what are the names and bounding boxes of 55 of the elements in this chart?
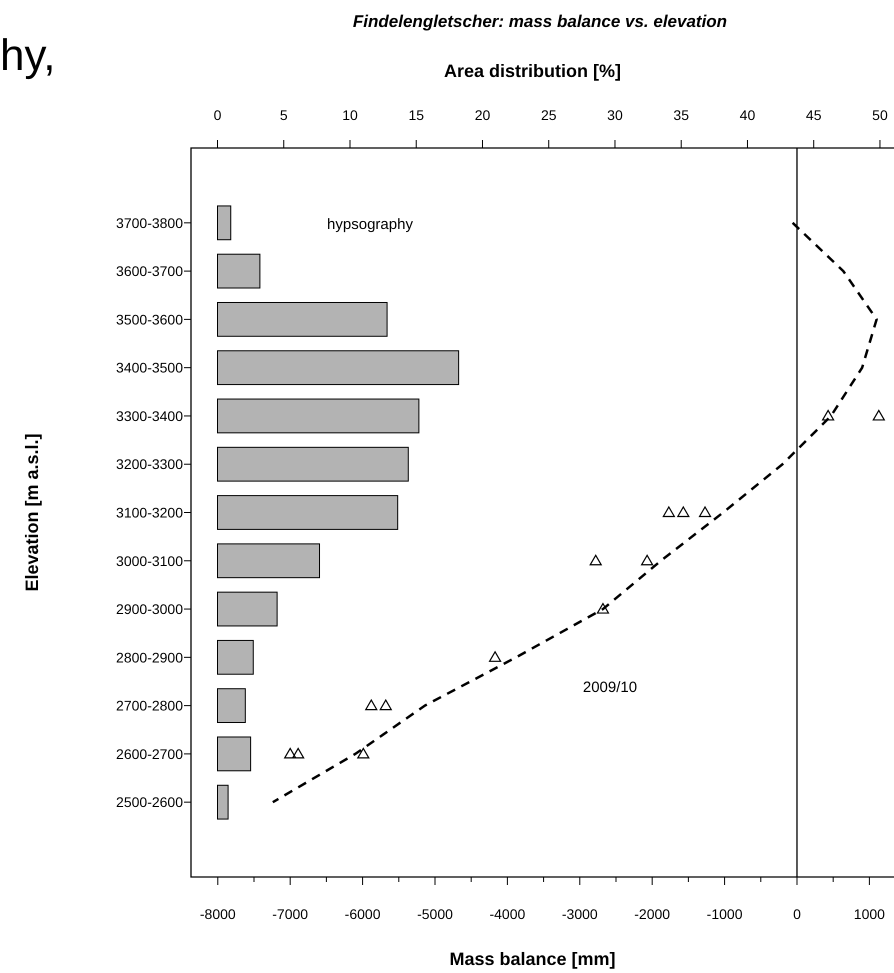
x2-tick-label: 25 bbox=[540, 107, 557, 123]
x-tick-label: -2000 bbox=[634, 906, 670, 922]
x2-tick-label: 5 bbox=[280, 107, 288, 123]
annotation: 2009/10 bbox=[582, 679, 638, 696]
point bbox=[698, 506, 712, 518]
y-tick-label: 3500-3600 bbox=[116, 311, 184, 328]
x2-tick-label: 20 bbox=[474, 107, 490, 123]
y-tick-label: 3200-3300 bbox=[116, 456, 184, 472]
x-tick-label: 1000 bbox=[854, 906, 886, 922]
y-tick-label: 2700-2800 bbox=[116, 698, 184, 714]
y-axis-title: Elevation [m a.s.l.] bbox=[22, 433, 42, 592]
x-tick-label: -4000 bbox=[489, 906, 526, 922]
x-tick-label: -5000 bbox=[417, 906, 454, 922]
x2-tick-label: 40 bbox=[740, 107, 756, 123]
y-tick-label: 2600-2700 bbox=[116, 746, 184, 762]
x-tick-label: 0 bbox=[793, 906, 802, 922]
point bbox=[284, 748, 296, 758]
y-tick-label: 2800-2900 bbox=[116, 649, 184, 666]
y-tick-label: 2500-2600 bbox=[116, 794, 184, 810]
point bbox=[872, 410, 885, 421]
x2-axis-title: Area distribution [%] bbox=[444, 61, 622, 81]
point bbox=[357, 748, 370, 758]
point bbox=[662, 506, 675, 518]
x-tick-label: -8000 bbox=[200, 906, 236, 922]
x2-tick-label: 10 bbox=[342, 107, 358, 123]
x2-tick-label: 50 bbox=[872, 107, 888, 123]
point bbox=[380, 700, 392, 710]
annotation: hypsography bbox=[327, 216, 414, 233]
point bbox=[590, 554, 602, 566]
point bbox=[677, 506, 690, 518]
y-tick-label: 3400-3500 bbox=[116, 360, 184, 376]
y-tick-label: 3600-3700 bbox=[116, 263, 184, 280]
chart-title: Findelengletscher: mass balance vs. elevation bbox=[352, 12, 728, 31]
x-axis-title: Mass balance [mm] bbox=[449, 949, 616, 969]
x-tick-label: -1000 bbox=[706, 906, 743, 922]
y-tick-label: 2900-3000 bbox=[116, 601, 184, 618]
point bbox=[822, 410, 834, 421]
x2-tick-label: 45 bbox=[806, 107, 822, 123]
point bbox=[292, 748, 304, 758]
x-tick-label: -7000 bbox=[272, 906, 308, 922]
point bbox=[365, 700, 378, 710]
point bbox=[596, 602, 610, 614]
x2-tick-label: 15 bbox=[408, 107, 424, 123]
y-tick-label: 3000-3100 bbox=[116, 552, 184, 569]
x-tick-label: -6000 bbox=[344, 906, 381, 922]
y-tick-label: 3300-3400 bbox=[116, 408, 184, 424]
x2-tick-label: 0 bbox=[214, 107, 222, 123]
point bbox=[488, 651, 502, 662]
y-tick-label: 3100-3200 bbox=[116, 504, 184, 520]
y-tick-label: 3700-3800 bbox=[116, 214, 184, 231]
x2-tick-label: 30 bbox=[607, 107, 623, 123]
x2-tick-label: 35 bbox=[673, 107, 690, 123]
x-tick-label: -3000 bbox=[562, 906, 598, 922]
text: hy, bbox=[0, 31, 56, 80]
point bbox=[641, 554, 654, 566]
